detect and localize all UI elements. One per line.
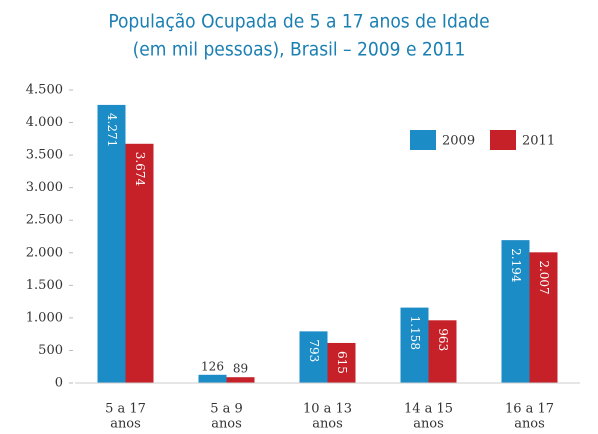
y-tick-label: 1.500 <box>26 278 63 293</box>
x-tick-label: 10 a 13 <box>303 402 352 417</box>
value-label: 3.674 <box>133 152 147 187</box>
bar <box>327 342 356 383</box>
x-tick-label: 16 a 17 <box>505 402 554 417</box>
bar <box>97 104 126 383</box>
bar <box>125 143 154 383</box>
x-tick-label: anos <box>312 417 343 432</box>
value-label: 1.158 <box>408 316 422 350</box>
x-tick-label: 14 a 15 <box>404 402 453 417</box>
y-tick-label: 2.500 <box>26 213 63 228</box>
value-label: 963 <box>436 328 450 351</box>
chart-title: População Ocupada de 5 a 17 anos de Idad… <box>108 11 489 33</box>
legend-swatch <box>490 130 516 150</box>
x-tick-label: anos <box>110 417 141 432</box>
bar <box>501 240 530 383</box>
x-tick-label: 5 a 17 <box>105 402 146 417</box>
bar <box>428 320 457 383</box>
value-label: 2.194 <box>509 248 523 283</box>
legend-label: 2011 <box>522 134 555 149</box>
bar <box>198 374 227 383</box>
value-label: 2.007 <box>537 260 551 294</box>
value-label: 4.271 <box>105 113 119 147</box>
legend-label: 2009 <box>442 134 475 149</box>
value-label: 126 <box>201 359 224 373</box>
value-label: 793 <box>307 339 321 362</box>
x-tick-label: 5 a 9 <box>210 402 243 417</box>
bar <box>226 377 255 383</box>
y-tick-label: 500 <box>38 343 63 358</box>
bar <box>299 331 328 383</box>
legend-swatch <box>410 130 436 150</box>
y-tick-label: 4.000 <box>26 115 63 130</box>
value-label: 89 <box>233 362 248 376</box>
chart-title: (em mil pessoas), Brasil – 2009 e 2011 <box>133 39 466 61</box>
y-tick-label: 3.500 <box>26 148 63 163</box>
x-tick-label: anos <box>211 417 242 432</box>
bar <box>529 252 558 383</box>
bar <box>400 307 429 383</box>
y-tick-label: 4.500 <box>26 83 63 98</box>
value-label: 615 <box>335 351 349 374</box>
y-tick-label: 0 <box>55 376 63 391</box>
y-tick-label: 1.000 <box>26 310 63 325</box>
x-tick-label: anos <box>413 417 444 432</box>
y-tick-label: 2.000 <box>26 245 63 260</box>
y-tick-label: 3.000 <box>26 180 63 195</box>
x-tick-label: anos <box>514 417 545 432</box>
